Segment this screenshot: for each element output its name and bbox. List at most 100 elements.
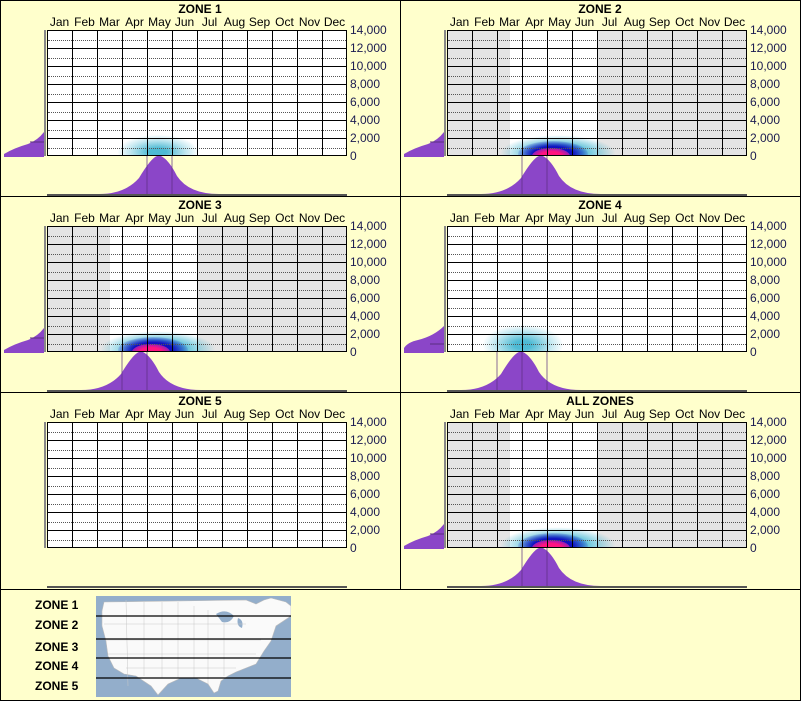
month-label: Feb [474, 407, 495, 421]
month-divider [547, 227, 548, 351]
month-label: Apr [525, 407, 544, 421]
heatmap-grid [447, 226, 747, 352]
month-label: Mar [99, 407, 120, 421]
month-label: Mar [499, 15, 520, 29]
frame-mid-vertical [400, 0, 401, 590]
month-divider [522, 423, 523, 547]
month-divider [647, 31, 648, 155]
heatmap-grid [47, 422, 347, 548]
month-divider [297, 31, 298, 155]
chart-panel-2: ZONE 2 Jan Feb Mar Apr May Jun Jul Aug Sep Oct Nov D… [400, 0, 800, 196]
month-divider [647, 423, 648, 547]
month-divider [697, 31, 698, 155]
month-divider [572, 423, 573, 547]
month-divider [722, 227, 723, 351]
month-divider [247, 423, 248, 547]
month-divider [622, 423, 623, 547]
elevation-histogram [4, 328, 44, 353]
month-label: Jan [449, 15, 470, 29]
month-histogram [99, 156, 219, 194]
month-label: Jan [49, 15, 70, 29]
month-label: Mar [99, 15, 120, 29]
month-divider [322, 31, 323, 155]
chart-title: ZONE 1 [178, 2, 222, 16]
y-tick-label: 0 [750, 345, 757, 359]
month-label: Feb [474, 211, 495, 225]
month-label: Sep [248, 211, 271, 225]
month-axis: Jan Feb Mar Apr May Jun Jul Aug Sep Oct Nov Dec [447, 15, 747, 29]
frame-row1 [0, 196, 801, 197]
y-tick-label: 4,000 [750, 505, 781, 519]
y-tick-label: 14,000 [350, 23, 387, 37]
month-label: Mar [499, 211, 520, 225]
month-label: Apr [125, 211, 144, 225]
heatmap-grid [447, 422, 747, 548]
month-divider [722, 423, 723, 547]
month-divider [172, 31, 173, 155]
density-cloud [118, 135, 198, 155]
y-tick-label: 6,000 [750, 487, 781, 501]
legend-zone-3: ZONE 3 [35, 640, 79, 654]
active-season-band [510, 31, 598, 155]
month-label: Sep [248, 407, 271, 421]
heatmap-grid [47, 226, 347, 352]
month-label: Aug [623, 407, 646, 421]
month-divider [322, 227, 323, 351]
month-divider [197, 227, 198, 351]
elevation-histogram [404, 524, 444, 549]
month-divider [172, 227, 173, 351]
month-axis: Jan Feb Mar Apr May Jun Jul Aug Sep Oct Nov Dec [47, 407, 347, 421]
month-label: Feb [74, 15, 95, 29]
month-label: Oct [675, 15, 694, 29]
y-tick-label: 2,000 [750, 523, 781, 537]
y-tick-label: 12,000 [350, 433, 387, 447]
month-divider [622, 31, 623, 155]
month-label: Jul [201, 211, 218, 225]
chart-panel-5: ZONE 5 Jan Feb Mar Apr May Jun Jul Aug Sep Oct Nov D… [0, 392, 400, 588]
y-tick-label: 14,000 [350, 415, 387, 429]
chart-panel-4: ZONE 4 Jan Feb Mar Apr May Jun Jul Aug Sep Oct Nov D… [400, 196, 800, 392]
month-label: May [548, 407, 571, 421]
month-divider [472, 423, 473, 547]
month-divider [497, 423, 498, 547]
month-divider [722, 31, 723, 155]
month-histogram [481, 548, 601, 586]
month-label: Oct [675, 211, 694, 225]
left-axis [444, 422, 446, 548]
month-divider [622, 227, 623, 351]
chart-title: ZONE 5 [178, 394, 222, 408]
month-label: Jun [574, 211, 595, 225]
month-divider [547, 423, 548, 547]
month-divider [497, 31, 498, 155]
month-label: Jan [449, 407, 470, 421]
month-label: Oct [675, 407, 694, 421]
y-tick-label: 0 [750, 541, 757, 555]
month-axis: Jan Feb Mar Apr May Jun Jul Aug Sep Oct Nov Dec [447, 407, 747, 421]
month-label: Jan [49, 211, 70, 225]
month-divider [522, 31, 523, 155]
month-divider [222, 31, 223, 155]
y-tick-label: 12,000 [350, 41, 387, 55]
y-tick-label: 10,000 [350, 255, 387, 269]
month-label: Aug [223, 15, 246, 29]
month-label: Nov [298, 15, 321, 29]
month-divider [272, 423, 273, 547]
y-tick-label: 8,000 [350, 273, 381, 287]
y-tick-label: 10,000 [750, 451, 787, 465]
bottom-axis [447, 390, 747, 392]
month-axis: Jan Feb Mar Apr May Jun Jul Aug Sep Oct Nov Dec [47, 15, 347, 29]
y-tick-label: 6,000 [350, 291, 381, 305]
y-tick-label: 14,000 [750, 415, 787, 429]
month-divider [147, 423, 148, 547]
month-axis: Jan Feb Mar Apr May Jun Jul Aug Sep Oct Nov Dec [47, 211, 347, 225]
month-label: Sep [248, 15, 271, 29]
chart-title: ZONE 2 [578, 2, 622, 16]
elevation-histogram [4, 132, 44, 157]
month-divider [247, 31, 248, 155]
y-tick-label: 4,000 [350, 505, 381, 519]
month-label: May [148, 407, 171, 421]
month-divider [672, 31, 673, 155]
month-label: Apr [525, 211, 544, 225]
y-tick-label: 0 [350, 345, 357, 359]
y-tick-label: 8,000 [350, 77, 381, 91]
